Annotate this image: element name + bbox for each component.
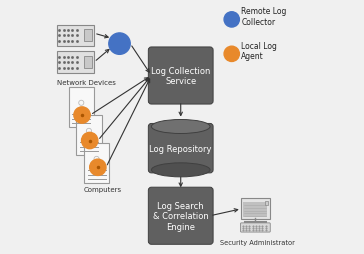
Ellipse shape [151,163,210,177]
Text: Security Administrator: Security Administrator [220,239,295,245]
Text: Computers: Computers [84,187,122,193]
Circle shape [74,107,90,124]
FancyBboxPatch shape [84,57,92,69]
Circle shape [109,34,130,55]
FancyBboxPatch shape [68,88,94,127]
Ellipse shape [151,120,210,134]
Text: Log Repository: Log Repository [150,144,212,153]
FancyBboxPatch shape [149,48,213,105]
FancyBboxPatch shape [241,198,270,219]
Text: Log Search
& Correlation
Engine: Log Search & Correlation Engine [153,201,209,231]
FancyBboxPatch shape [241,223,270,232]
FancyBboxPatch shape [149,187,213,244]
Text: Local Log
Agent: Local Log Agent [241,42,277,61]
Circle shape [90,160,106,176]
FancyBboxPatch shape [76,116,102,155]
Text: Network Devices: Network Devices [57,80,116,86]
Circle shape [224,13,240,28]
FancyBboxPatch shape [57,52,94,74]
FancyBboxPatch shape [243,202,266,217]
Text: Log Collection
Service: Log Collection Service [151,67,210,86]
Circle shape [224,47,240,62]
FancyBboxPatch shape [57,25,94,47]
FancyBboxPatch shape [265,201,268,205]
FancyBboxPatch shape [84,144,109,183]
FancyBboxPatch shape [84,30,92,42]
FancyBboxPatch shape [149,124,213,173]
Circle shape [82,133,98,149]
Text: Remote Log
Collector: Remote Log Collector [241,7,287,27]
